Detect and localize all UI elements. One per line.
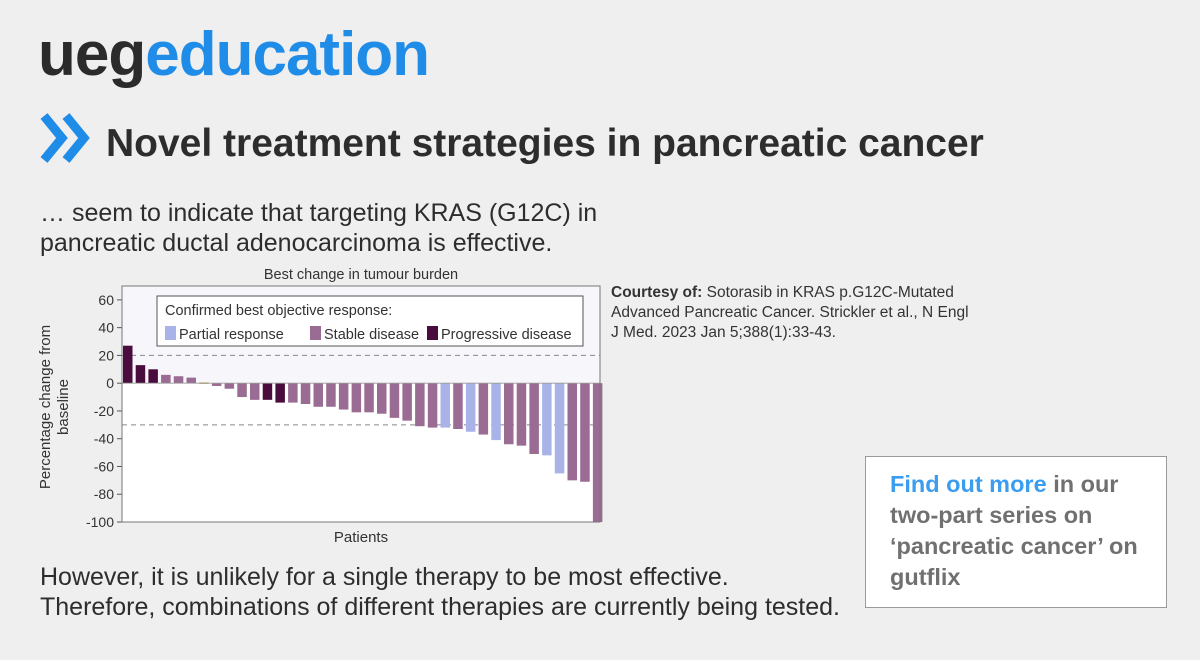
x-axis-label: Patients: [334, 529, 388, 546]
bar-patient-33: [529, 383, 539, 454]
bar-patient-31: [504, 383, 514, 445]
intro-line-1: … seem to indicate that targeting KRAS (…: [40, 199, 598, 227]
courtesy-note: Courtesy of: Sotorasib in KRAS p.G12C-Mu…: [611, 283, 971, 343]
bar-patient-37: [580, 383, 590, 482]
bar-patient-17: [326, 383, 336, 407]
bar-patient-28: [465, 383, 476, 432]
legend-swatch-progressive: [427, 326, 438, 340]
bar-patient-25: [427, 383, 438, 428]
bar-patient-3: [148, 369, 158, 384]
bar-patient-29: [478, 383, 489, 435]
courtesy-citation: Sotorasib in KRAS p.G12C-Mutated Advance…: [611, 284, 969, 341]
bar-patient-27: [453, 383, 463, 429]
bar-patient-22: [389, 383, 400, 418]
outro-text: However, it is unlikely for a single the…: [40, 562, 870, 622]
double-chevron-icon: [40, 113, 90, 163]
y-tick-label: -100: [86, 514, 114, 530]
y-axis-label: Percentage change frombaseline: [37, 325, 72, 489]
bar-patient-26: [440, 383, 450, 428]
find-out-more-box[interactable]: Find out more in our two-part series on …: [865, 456, 1167, 608]
bar-patient-38: [592, 383, 603, 522]
bar-patient-23: [402, 383, 412, 421]
find-out-more-link[interactable]: Find out more: [890, 471, 1047, 497]
tumour-burden-chart: Best change in tumour burden 60 40 20 0 -20 -4…: [37, 267, 603, 546]
chart-title: Best change in tumour burden: [264, 267, 458, 283]
y-tick-label: -60: [94, 458, 114, 474]
y-tick-label: -80: [94, 486, 114, 502]
y-tick-label: 40: [98, 320, 114, 336]
y-tick-label: 0: [106, 375, 114, 391]
outro-line-1: However, it is unlikely for a single the…: [40, 563, 729, 591]
bar-patient-4: [161, 374, 171, 384]
logo-education: education: [145, 20, 430, 89]
plot-frame: [121, 285, 601, 523]
y-tick-label: 60: [98, 292, 114, 308]
cta-text: in our two-part series on ‘pancreatic ca…: [890, 471, 1138, 590]
legend-swatch-stable: [310, 326, 321, 340]
bar-patient-6: [186, 377, 196, 384]
bar-patient-35: [554, 383, 565, 474]
y-tick-label: -20: [94, 403, 114, 419]
bar-patient-12: [262, 383, 273, 400]
legend-label-progressive: Progressive disease: [441, 327, 572, 343]
bar-patient-5: [173, 376, 184, 384]
y-tick-label: -40: [94, 431, 114, 447]
bar-patient-36: [567, 383, 577, 481]
legend-label-partial: Partial response: [179, 327, 284, 343]
legend-swatch-partial: [165, 326, 176, 340]
bar-patient-21: [377, 383, 387, 414]
bar-patient-13: [275, 383, 285, 403]
bar-patient-20: [364, 383, 374, 413]
intro-line-2: pancreatic ductal adenocarcinoma is effe…: [40, 229, 553, 257]
bar-patient-10: [237, 383, 247, 398]
bar-patient-32: [516, 383, 527, 446]
y-tick-label: 20: [98, 347, 114, 363]
bar-patient-15: [300, 383, 311, 404]
bar-patient-8: [211, 383, 222, 386]
ueg-education-logo: uegeducation: [38, 24, 430, 86]
page-title: Novel treatment strategies in pancreatic…: [106, 122, 984, 165]
bar-patient-34: [542, 383, 552, 456]
bar-patient-30: [491, 383, 501, 441]
bar-patient-18: [338, 383, 349, 410]
bar-patient-11: [250, 383, 260, 400]
legend-title: Confirmed best objective response:: [165, 303, 392, 319]
outro-line-2: Therefore, combinations of different the…: [40, 593, 840, 621]
legend-box: [156, 295, 584, 347]
bar-patient-2: [135, 365, 146, 384]
bar-patient-19: [351, 383, 362, 413]
courtesy-label: Courtesy of:: [611, 284, 703, 301]
bar-patient-16: [313, 383, 323, 407]
bar-patient-24: [415, 383, 425, 427]
bar-patient-14: [288, 383, 298, 403]
intro-text: … seem to indicate that targeting KRAS (…: [40, 198, 640, 258]
bar-patient-9: [224, 383, 235, 389]
logo-ueg: ueg: [38, 20, 146, 89]
legend-label-stable: Stable disease: [324, 327, 419, 343]
bar-patient-1: [123, 345, 133, 384]
